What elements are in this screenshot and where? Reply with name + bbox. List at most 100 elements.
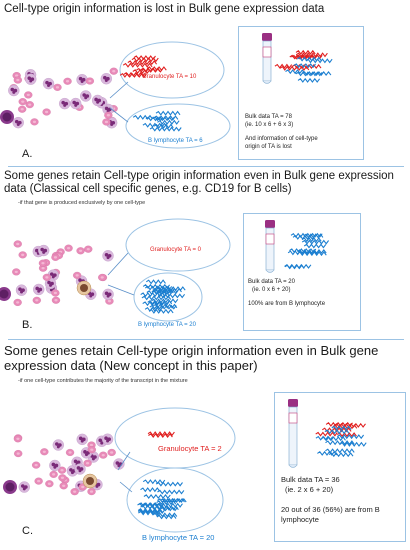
transcript-squiggle — [119, 72, 147, 78]
arrow-to-b-lymphocyte — [109, 107, 129, 123]
transcript-squiggle — [149, 126, 182, 132]
separator — [8, 339, 404, 340]
transcript-squiggle — [155, 481, 183, 487]
transcript-squiggle — [284, 264, 305, 270]
transcript-squiggle — [151, 298, 179, 304]
transcript-squiggle — [301, 239, 330, 245]
transcript-squiggle — [145, 279, 166, 285]
transcript-squiggle — [274, 63, 293, 69]
transcript-squiggle — [156, 514, 177, 520]
bulk-tube-c — [288, 399, 367, 468]
transcript-squiggle — [328, 452, 354, 458]
transcript-squiggle — [336, 434, 365, 440]
panel-a: Cell-type origin information is lost in … — [0, 0, 410, 167]
bulk-note-a-2: origin of TA is lost — [245, 144, 292, 150]
transcript-squiggle — [144, 306, 163, 312]
transcript-squiggle — [317, 450, 338, 456]
transcript-squiggle — [325, 421, 353, 427]
transcript-squiggle — [295, 49, 316, 55]
arrow-to-b-lymphocyte — [119, 481, 133, 493]
bulk-note-a-1: And information of cell-type — [245, 136, 318, 142]
transcript-squiggle — [157, 119, 180, 125]
transcript-squiggle — [297, 77, 321, 83]
panel-b-note: -if that gene is produced exclusively by… — [18, 200, 146, 206]
transcript-squiggle — [157, 497, 187, 504]
transcript-squiggle — [153, 115, 179, 121]
transcript-squiggle — [303, 233, 324, 239]
transcript-squiggle — [155, 502, 183, 508]
cell-mixture — [0, 240, 114, 306]
transcript-squiggle — [157, 293, 186, 299]
granulocyte-transcripts — [147, 431, 175, 439]
b-lymphocyte-transcripts — [132, 110, 182, 132]
separator — [8, 166, 404, 167]
transcript-squiggle — [157, 489, 185, 495]
cell-mixture — [0, 67, 118, 129]
transcript-squiggle — [153, 123, 174, 129]
bulk-ta-c: Bulk data TA = 36 — [281, 475, 340, 484]
transcript-squiggle — [151, 289, 179, 295]
bulk-data-box-a: Bulk data TA = 78 (ie. 10 x 6 + 6 x 3) A… — [238, 26, 364, 160]
transcript-squiggle — [285, 69, 306, 75]
transcript-squiggle — [155, 110, 181, 116]
panel-c-note: -if one cell-type contributes the majori… — [18, 378, 188, 384]
transcript-squiggle — [321, 436, 346, 442]
transcript-squiggle — [142, 301, 165, 307]
arrow-to-granulocyte — [107, 252, 129, 276]
transcript-squiggle — [138, 510, 161, 516]
bulk-calc-c: (ie. 2 x 6 + 20) — [285, 485, 334, 494]
panel-c-label: C. — [22, 525, 33, 537]
blood-tube-icon — [265, 220, 275, 273]
transcript-squiggle — [156, 500, 177, 506]
transcript-squiggle — [152, 512, 178, 518]
transcript-squiggle — [140, 504, 170, 510]
transcript-squiggle — [297, 251, 327, 257]
b-lymphocyte-ta-label: B lymphocyte TA = 20 — [142, 533, 215, 542]
bulk-note-b: 100% are from B lymphocyte — [248, 301, 326, 307]
arrow-to-granulocyte — [117, 451, 131, 471]
granulocyte-transcripts — [119, 55, 167, 78]
bulk-ta-b: Bulk data TA = 20 — [248, 279, 295, 285]
transcript-squiggle — [141, 295, 172, 301]
bulk-note-c-1: 20 out of 36 (56%) are from B — [281, 505, 380, 514]
panel-c-illustration — [3, 407, 236, 533]
transcript-squiggle — [160, 497, 185, 503]
transcript-squiggle — [321, 427, 352, 433]
transcript-squiggle — [289, 54, 317, 60]
panel-b-illustration — [0, 218, 231, 322]
transcript-squiggle — [140, 292, 170, 298]
bulk-data-box-c: Bulk data TA = 36 (ie. 2 x 6 + 20) 20 ou… — [274, 392, 406, 542]
panel-c: Some genes retain Cell-type origin infor… — [0, 340, 410, 550]
transcript-squiggle — [336, 432, 357, 438]
transcript-squiggle — [142, 122, 168, 128]
bulk-calc-a: (ie. 10 x 6 + 6 x 3) — [245, 122, 294, 128]
transcript-squiggle — [140, 487, 161, 493]
b-lymphocyte-transcripts — [140, 279, 186, 314]
transcript-squiggle — [143, 493, 171, 500]
granulocyte-ta-label: Granulocyte TA = 0 — [150, 247, 201, 253]
panel-a-title: Cell-type origin information is lost in … — [4, 3, 325, 15]
transcript-squiggle — [136, 67, 164, 73]
transcript-squiggle — [132, 114, 153, 120]
panel-b-label: B. — [22, 319, 33, 331]
bulk-calc-b: (ie. 0 x 6 + 20) — [252, 287, 291, 293]
bulk-note-c-2: lymphocyte — [281, 515, 319, 524]
transcript-squiggle — [148, 432, 173, 439]
panel-c-title: Some genes retain Cell-type origin infor… — [4, 343, 379, 373]
transcript-squiggle — [301, 70, 332, 77]
transcript-squiggle — [293, 63, 316, 69]
transcript-squiggle — [142, 283, 171, 289]
bulk-data-box-b: Bulk data TA = 20 (ie. 0 x 6 + 20) 100% … — [243, 213, 361, 331]
transcript-squiggle — [331, 425, 352, 431]
transcript-squiggle — [339, 441, 367, 447]
transcript-squiggle — [315, 431, 338, 437]
transcript-squiggle — [305, 58, 333, 64]
b-lymphocyte-circle — [133, 272, 203, 322]
arrow-to-granulocyte — [109, 81, 129, 99]
panel-a-illustration — [0, 41, 231, 149]
granulocyte-ta-label: Granulocyte TA = 2 — [158, 444, 222, 453]
blood-tube-icon — [262, 33, 272, 84]
transcript-squiggle — [279, 65, 310, 71]
transcript-squiggle — [303, 243, 327, 249]
granulocyte-ta-label: Granulocyte TA = 10 — [142, 74, 197, 80]
